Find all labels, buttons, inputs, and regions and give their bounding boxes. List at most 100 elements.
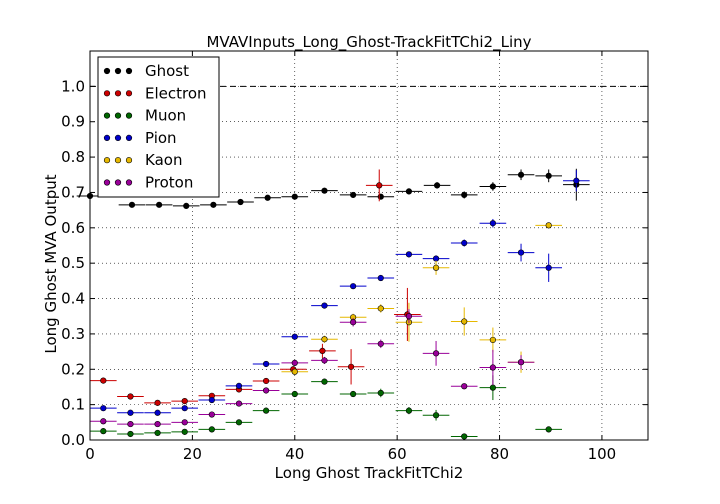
data-point: [535, 253, 562, 282]
point-marker: [210, 201, 217, 208]
point-marker: [128, 201, 136, 208]
data-point: [252, 377, 280, 385]
legend-marker: [103, 179, 111, 186]
legend-marker: [114, 134, 122, 141]
y-tick-label: 0.5: [61, 254, 85, 272]
data-point: [144, 420, 171, 428]
point-marker: [350, 191, 357, 199]
point-marker: [237, 198, 244, 206]
data-point: [171, 419, 199, 426]
data-point: [117, 393, 144, 400]
point-marker: [181, 398, 188, 405]
point-marker: [127, 393, 134, 400]
data-point: [395, 309, 423, 324]
legend-label: Electron: [145, 84, 207, 102]
legend-marker: [125, 134, 133, 141]
point-marker: [461, 191, 468, 199]
legend-item-pion: Pion: [103, 129, 177, 147]
y-tick-label: 1.0: [61, 77, 85, 95]
x-tick-label: 60: [388, 445, 407, 463]
point-marker: [350, 319, 357, 326]
x-tick-label: 0: [85, 445, 95, 463]
legend-marker: [103, 134, 111, 141]
point-marker: [405, 407, 413, 414]
series-pion: [90, 170, 590, 416]
data-point: [281, 333, 309, 340]
series-kaon: [281, 222, 562, 375]
data-point: [535, 169, 562, 183]
data-point: [450, 239, 478, 247]
data-point: [172, 202, 200, 209]
data-point: [479, 182, 507, 191]
data-point: [227, 198, 254, 206]
point-marker: [347, 363, 355, 370]
point-marker: [208, 396, 215, 404]
point-marker: [181, 428, 188, 435]
data-point: [395, 407, 423, 415]
legend-marker: [125, 112, 133, 119]
point-marker: [517, 359, 525, 366]
point-marker: [376, 182, 383, 189]
legend-marker: [125, 179, 133, 186]
point-marker: [181, 419, 188, 426]
point-marker: [405, 251, 413, 258]
point-marker: [461, 383, 468, 390]
point-marker: [461, 318, 468, 325]
y-tick-label: 0.8: [61, 148, 85, 166]
point-marker: [100, 428, 107, 435]
point-marker: [432, 412, 440, 419]
point-marker: [517, 249, 525, 256]
point-marker: [545, 172, 552, 179]
data-point: [311, 356, 338, 364]
data-point: [254, 194, 281, 201]
data-point: [450, 433, 478, 440]
point-marker: [154, 399, 161, 406]
data-point: [225, 400, 253, 407]
point-marker: [154, 429, 161, 437]
chart-title: MVAVInputs_Long_Ghost-TrackFitTChi2_Liny: [206, 33, 531, 52]
point-marker: [183, 202, 190, 209]
data-point: [252, 407, 280, 414]
data-point: [422, 340, 450, 366]
data-point: [339, 283, 367, 290]
y-tick-label: 0.3: [61, 325, 85, 343]
data-point: [339, 191, 367, 199]
plot-frame: [89, 50, 649, 441]
legend-item-muon: Muon: [103, 107, 186, 125]
data-point: [395, 251, 423, 258]
point-marker: [321, 302, 328, 309]
data-point: [367, 274, 395, 282]
legend-item-proton: Proton: [103, 174, 193, 192]
data-point: [311, 335, 338, 343]
point-marker: [321, 357, 328, 364]
point-marker: [461, 433, 468, 440]
point-marker: [263, 360, 270, 368]
data-point: [144, 409, 171, 416]
data-point: [365, 169, 393, 202]
point-marker: [321, 378, 328, 385]
data-point: [171, 405, 199, 412]
data-point: [507, 243, 535, 262]
point-marker: [154, 420, 161, 428]
y-tick-label: 0.2: [61, 360, 85, 378]
point-marker: [432, 255, 440, 262]
y-axis-label: Long Ghost MVA Output: [42, 174, 60, 353]
data-point: [90, 377, 117, 384]
point-marker: [100, 418, 107, 425]
legend-marker: [103, 112, 111, 119]
series-muon: [90, 375, 562, 440]
data-point: [535, 222, 562, 229]
point-marker: [100, 377, 107, 384]
data-point: [337, 349, 365, 385]
point-marker: [377, 389, 384, 397]
point-marker: [291, 333, 298, 340]
point-marker: [545, 222, 552, 229]
legend-marker: [125, 157, 133, 164]
data-point: [117, 420, 144, 428]
point-marker: [291, 359, 298, 367]
legend-marker: [103, 157, 111, 164]
point-marker: [127, 430, 134, 438]
y-tick-label: 0.0: [61, 431, 85, 449]
y-tick-label: 0.4: [61, 290, 85, 308]
point-marker: [263, 377, 270, 385]
